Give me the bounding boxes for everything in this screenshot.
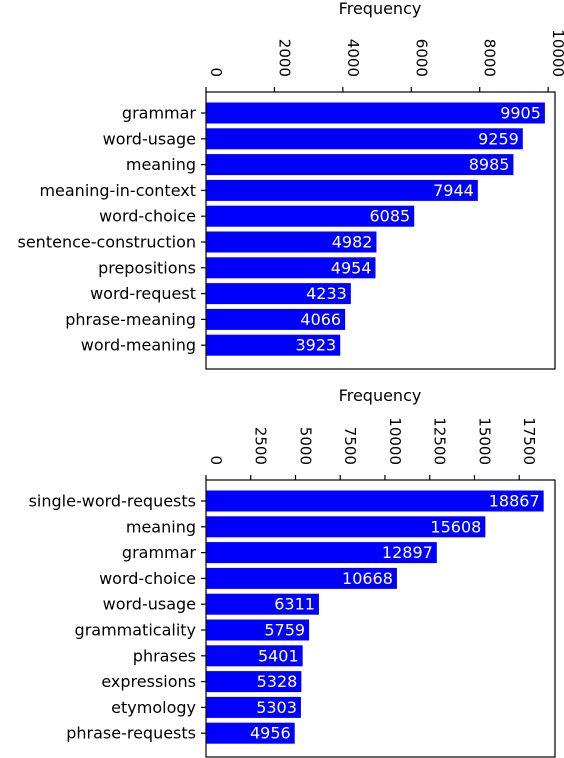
category-label: word-usage bbox=[103, 129, 196, 148]
category-label: meaning bbox=[126, 517, 196, 536]
category-label: meaning bbox=[126, 155, 196, 174]
bar-value-label: 9259 bbox=[478, 129, 519, 148]
value-labels: 18867 15608 12897 10668 6311 5759 5401 5328 5303… bbox=[250, 492, 540, 743]
bar-value-label: 9905 bbox=[500, 104, 541, 123]
bar-word-choice bbox=[206, 205, 415, 227]
category-label: phrase-requests bbox=[66, 724, 196, 743]
x-tick-label: 2000 bbox=[275, 39, 293, 77]
bar-value-label: 4956 bbox=[250, 724, 291, 743]
bar-phrase-meaning bbox=[206, 308, 346, 330]
x-tick-label: 7500 bbox=[341, 427, 359, 465]
category-label: meaning-in-context bbox=[39, 181, 196, 200]
x-axis-title: Frequency bbox=[339, 0, 422, 18]
plot-frame bbox=[205, 91, 556, 370]
bar-word-meaning bbox=[206, 334, 341, 356]
x-tick-label: 0 bbox=[207, 67, 225, 77]
category-label: etymology bbox=[111, 698, 196, 717]
bar-value-label: 15608 bbox=[430, 517, 481, 536]
bar-value-label: 5401 bbox=[258, 646, 299, 665]
bar-value-label: 5759 bbox=[264, 621, 305, 640]
bar-prepositions bbox=[206, 257, 376, 279]
bar-value-label: 4066 bbox=[300, 310, 341, 329]
category-label: grammar bbox=[122, 543, 197, 562]
bar-value-label: 18867 bbox=[489, 492, 540, 511]
x-axis-ticks: 0 2000 4000 6000 8000 10000 bbox=[205, 29, 564, 92]
category-label: word-usage bbox=[103, 595, 196, 614]
bar-value-label: 8985 bbox=[469, 155, 510, 174]
category-label: phrases bbox=[133, 646, 196, 665]
bar-value-label: 3923 bbox=[296, 336, 337, 355]
plot-frame bbox=[205, 479, 556, 758]
bar-word-choice bbox=[206, 567, 397, 589]
bar-value-label: 6085 bbox=[369, 207, 410, 226]
bar-grammar bbox=[206, 102, 545, 124]
x-tick-label: 8000 bbox=[481, 39, 499, 77]
bar-value-label: 10668 bbox=[342, 569, 393, 588]
bar-phrase-requests bbox=[206, 722, 295, 744]
x-axis-title: Frequency bbox=[339, 386, 422, 405]
bar-meaning bbox=[206, 516, 486, 538]
bar-value-label: 5328 bbox=[257, 672, 298, 691]
category-labels: grammar word-usage meaning meaning-in-conte… bbox=[18, 104, 206, 355]
bars bbox=[206, 490, 544, 744]
x-tick-label: 2500 bbox=[252, 427, 270, 465]
bar-value-label: 12897 bbox=[382, 543, 433, 562]
value-labels: 9905 9259 8985 7944 6085 4982 4954 4233 4066 3923 bbox=[296, 104, 541, 355]
bar-grammaticality bbox=[206, 619, 310, 641]
x-tick-label: 15000 bbox=[475, 417, 493, 465]
x-tick-label: 17500 bbox=[520, 417, 538, 465]
x-tick-label: 12500 bbox=[431, 417, 449, 465]
bar-etymology bbox=[206, 696, 301, 718]
bar-word-usage bbox=[206, 128, 523, 150]
category-label: single-word-requests bbox=[29, 492, 196, 511]
x-tick-label: 10000 bbox=[386, 417, 404, 465]
category-label: word-request bbox=[90, 284, 196, 303]
bar-value-label: 7944 bbox=[433, 181, 474, 200]
bars bbox=[206, 102, 545, 356]
category-label: sentence-construction bbox=[18, 233, 197, 252]
category-label: expressions bbox=[101, 672, 196, 691]
category-label: grammar bbox=[122, 104, 197, 123]
chart-top: Frequency 0 2000 4000 6000 8000 10000 grammar… bbox=[18, 0, 564, 370]
bar-sentence-construction bbox=[206, 231, 377, 253]
category-label: word-choice bbox=[99, 569, 196, 588]
bar-value-label: 5303 bbox=[256, 698, 297, 717]
bar-expressions bbox=[206, 671, 302, 693]
bar-meaning-in-context bbox=[206, 179, 478, 201]
x-axis-ticks: 0 2500 5000 7500 10000 12500 15000 17500 bbox=[205, 417, 538, 480]
bar-value-label: 4233 bbox=[306, 284, 347, 303]
x-tick-label: 0 bbox=[207, 455, 225, 465]
x-tick-label: 4000 bbox=[344, 39, 362, 77]
category-label: word-choice bbox=[99, 207, 196, 226]
bar-value-label: 6311 bbox=[274, 595, 315, 614]
bar-single-word-requests bbox=[206, 490, 544, 512]
bar-meaning bbox=[206, 154, 514, 176]
category-labels: single-word-requests meaning grammar word-c… bbox=[29, 492, 206, 743]
category-label: prepositions bbox=[98, 258, 196, 277]
bar-grammar bbox=[206, 542, 437, 564]
x-tick-label: 5000 bbox=[296, 427, 314, 465]
category-label: phrase-meaning bbox=[65, 310, 196, 329]
category-label: word-meaning bbox=[81, 336, 196, 355]
category-label: grammaticality bbox=[75, 621, 196, 640]
bar-word-request bbox=[206, 283, 351, 305]
bar-value-label: 4982 bbox=[332, 233, 373, 252]
bar-value-label: 4954 bbox=[331, 258, 372, 277]
x-tick-label: 6000 bbox=[412, 39, 430, 77]
bar-phrases bbox=[206, 645, 303, 667]
bar-word-usage bbox=[206, 593, 319, 615]
x-tick-label: 10000 bbox=[549, 29, 564, 77]
chart-bottom: Frequency 0 2500 5000 7500 10000 12500 15000 17… bbox=[29, 386, 556, 758]
